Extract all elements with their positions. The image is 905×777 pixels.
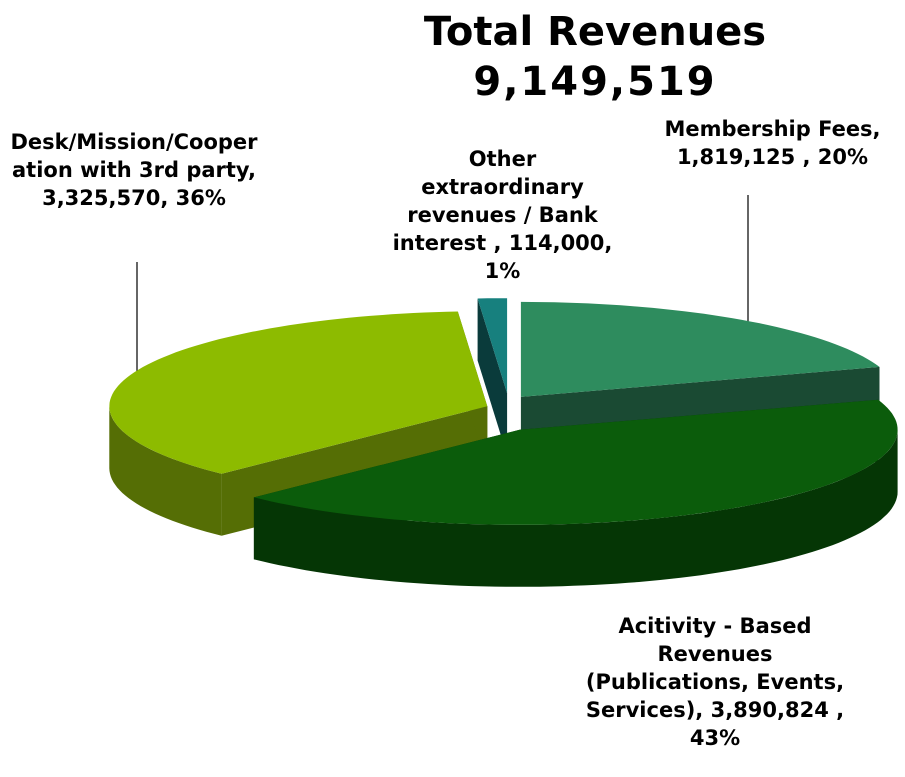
slice-side [477, 298, 508, 456]
data-label: Acitivity - Based Revenues (Publications… [585, 614, 845, 750]
data-label: Other extraordinary revenues / Bank inte… [392, 147, 613, 283]
slice [520, 301, 880, 397]
slice-side [253, 429, 898, 587]
data-label: Desk/Mission/Cooperation with 3rd party,… [10, 130, 258, 210]
slice [253, 399, 898, 525]
data-label: Membership Fees, 1,819,125 , 20% [664, 117, 881, 169]
chart-title: Total Revenues [423, 9, 767, 55]
slice [109, 311, 488, 474]
chart-subtitle: 9,149,519 [473, 59, 717, 105]
slice [477, 298, 508, 394]
slice-side [109, 406, 222, 536]
